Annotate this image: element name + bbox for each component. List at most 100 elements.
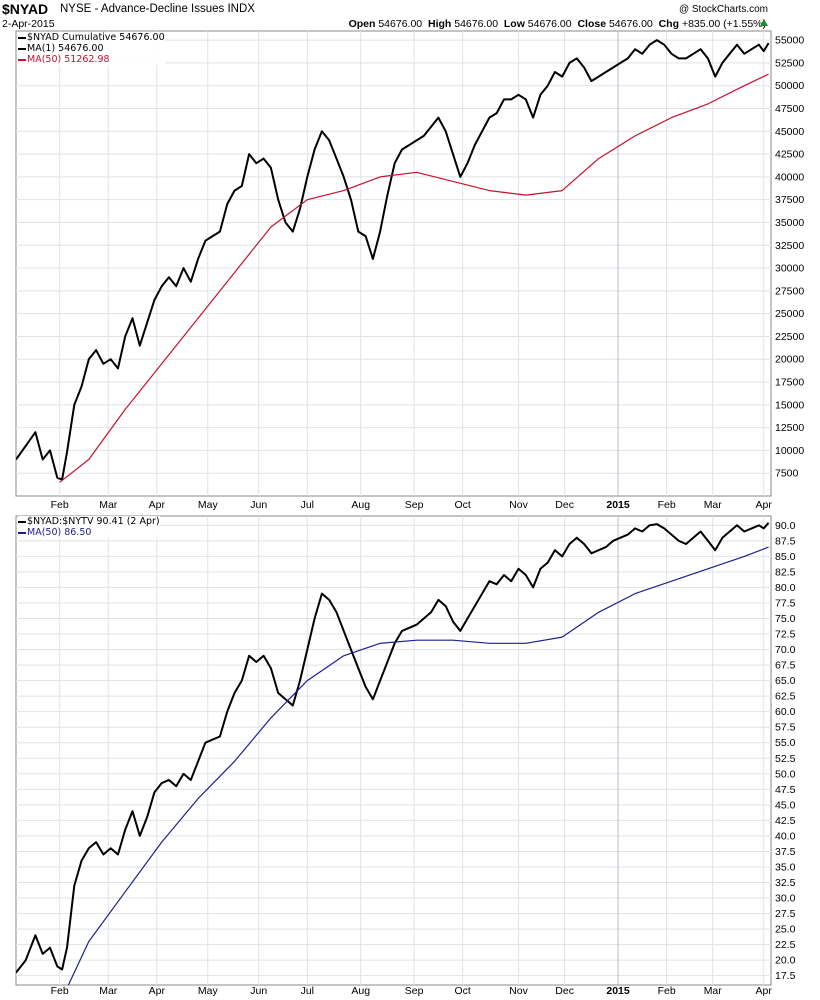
price-line <box>16 522 770 974</box>
y-tick-label: 17500 <box>775 377 804 389</box>
y-tick-label: 77.5 <box>775 597 796 609</box>
y-tick-label: 10000 <box>775 445 804 457</box>
y-tick-label: 45.0 <box>775 799 796 811</box>
y-tick-label: 87.5 <box>775 535 796 547</box>
y-tick-label: 32.5 <box>775 877 796 889</box>
x-tick-label: Apr <box>149 985 166 997</box>
moving-average-line <box>67 546 769 985</box>
x-tick-label: Apr <box>756 985 773 997</box>
y-tick-label: 27.5 <box>775 908 796 920</box>
x-tick-label: Mar <box>704 985 723 997</box>
x-tick-label: May <box>198 985 219 997</box>
ohlc-readout: Open 54676.00 High 54676.00 Low 54676.00… <box>349 18 766 30</box>
legend-swatch <box>18 47 26 50</box>
x-tick-label: Apr <box>149 499 166 511</box>
brand-label: @ StockCharts.com <box>678 4 768 15</box>
x-tick-label: Jul <box>301 985 314 997</box>
x-tick-label: Feb <box>51 499 69 511</box>
legend-item: $NYAD Cumulative 54676.00 <box>18 32 165 43</box>
y-tick-label: 42.5 <box>775 815 796 827</box>
x-tick-label: Jul <box>301 499 314 511</box>
chg-value: +835.00 (+1.55%) <box>681 18 766 30</box>
y-tick-label: 22.5 <box>775 939 796 951</box>
y-tick-label: 72.5 <box>775 629 796 641</box>
y-tick-label: 30000 <box>775 263 804 275</box>
y-tick-label: 62.5 <box>775 691 796 703</box>
y-tick-label: 40.0 <box>775 830 796 842</box>
low-label: Low <box>503 18 525 30</box>
y-tick-label: 25000 <box>775 308 804 320</box>
y-tick-label: 52.5 <box>775 753 796 765</box>
up-arrow-icon <box>760 19 768 26</box>
y-tick-label: 75.0 <box>775 613 796 625</box>
y-tick-label: 32500 <box>775 240 804 252</box>
low-value: 54676.00 <box>527 18 572 30</box>
y-tick-label: 20.0 <box>775 955 796 967</box>
chart-header: $NYAD NYSE - Advance-Decline Issues INDX… <box>0 0 820 32</box>
y-tick-label: 25.0 <box>775 924 796 936</box>
x-tick-label: Dec <box>555 499 574 511</box>
x-tick-label: Nov <box>509 499 528 511</box>
x-tick-label: Sep <box>405 499 424 511</box>
y-tick-label: 55.0 <box>775 737 796 749</box>
legend-item: $NYAD:$NYTV 90.41 (2 Apr) <box>18 516 160 527</box>
y-tick-label: 37.5 <box>775 846 796 858</box>
legend-swatch <box>18 58 26 61</box>
y-tick-label: 37500 <box>775 194 804 206</box>
y-tick-label: 17.5 <box>775 970 796 982</box>
x-tick-label: Mar <box>99 985 118 997</box>
y-tick-label: 27500 <box>775 285 804 297</box>
y-tick-label: 7500 <box>775 468 799 480</box>
legend-swatch <box>18 36 26 39</box>
legend-label: MA(50) 51262.98 <box>27 54 110 65</box>
y-tick-label: 70.0 <box>775 644 796 656</box>
legend-swatch <box>18 531 26 534</box>
top-panel-legend: $NYAD Cumulative 54676.00 MA(1) 54676.00 M… <box>18 32 165 65</box>
y-tick-label: 55000 <box>775 35 804 47</box>
x-tick-label: Aug <box>351 985 370 997</box>
x-tick-label: Aug <box>351 499 370 511</box>
x-tick-label: Apr <box>756 499 773 511</box>
y-tick-label: 82.5 <box>775 566 796 578</box>
bottom-panel: 17.5 20.0 22.5 25.0 27.5 30.0 32.5 35.0 37.5 40.0… <box>15 515 796 997</box>
top-panel: 7500 10000 12500 15000 17500 20000 22500 25000 2… <box>15 30 804 511</box>
x-tick-label: Feb <box>658 985 676 997</box>
close-value: 54676.00 <box>608 18 653 30</box>
y-tick-label: 60.0 <box>775 706 796 718</box>
y-tick-label: 40000 <box>775 171 804 183</box>
legend-item: MA(1) 54676.00 <box>18 43 165 54</box>
y-tick-label: 90.0 <box>775 520 796 532</box>
x-tick-label: 2015 <box>606 985 630 997</box>
high-label: High <box>427 18 452 30</box>
y-tick-label: 45000 <box>775 126 804 138</box>
legend-item: MA(50) 86.50 <box>18 527 160 538</box>
y-tick-label: 42500 <box>775 149 804 161</box>
symbol: $NYAD <box>2 1 49 17</box>
x-tick-label: Dec <box>555 985 574 997</box>
y-tick-label: 50.0 <box>775 768 796 780</box>
legend-label: $NYAD Cumulative 54676.00 <box>27 32 165 43</box>
legend-swatch <box>18 520 26 523</box>
y-tick-label: 47500 <box>775 103 804 115</box>
x-tick-label: Sep <box>405 985 424 997</box>
y-tick-label: 65.0 <box>775 675 796 687</box>
y-tick-label: 57.5 <box>775 722 796 734</box>
x-tick-label: Mar <box>99 499 118 511</box>
chg-label: Chg <box>658 18 680 30</box>
moving-average-line <box>59 73 769 483</box>
x-tick-label: Oct <box>455 985 471 997</box>
x-tick-label: 2015 <box>606 499 630 511</box>
x-tick-label: Mar <box>704 499 723 511</box>
y-tick-label: 30.0 <box>775 893 796 905</box>
y-tick-label: 80.0 <box>775 582 796 594</box>
x-tick-label: Feb <box>51 985 69 997</box>
bottom-panel-frame <box>15 515 772 986</box>
y-tick-label: 20000 <box>775 354 804 366</box>
legend-item: MA(50) 51262.98 <box>18 54 165 65</box>
y-tick-label: 22500 <box>775 331 804 343</box>
open-label: Open <box>348 18 376 30</box>
close-label: Close <box>577 18 607 30</box>
open-value: 54676.00 <box>378 18 423 30</box>
x-tick-label: Oct <box>455 499 471 511</box>
